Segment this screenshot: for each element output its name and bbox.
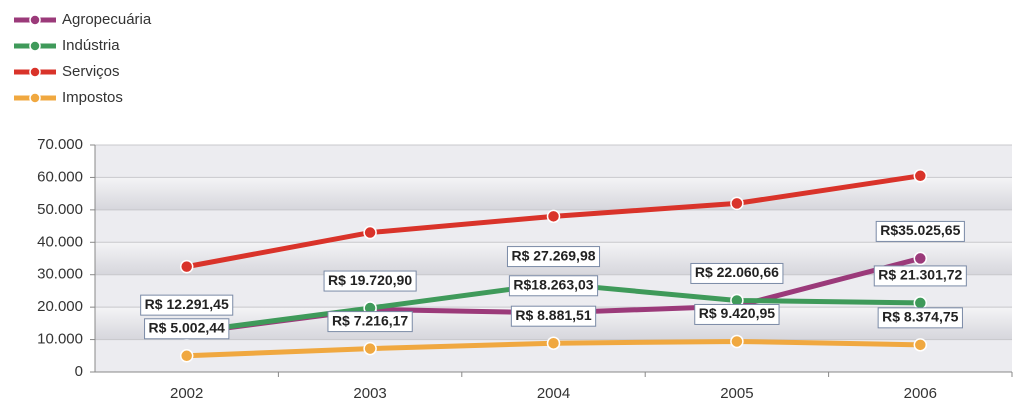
data-label-text: R$ 21.301,72 (878, 267, 962, 283)
legend-label: Impostos (62, 89, 123, 106)
series-point (730, 334, 744, 349)
series-point (363, 341, 377, 356)
data-label-box (323, 270, 417, 292)
data-label: R$ 12.291,45 (140, 294, 234, 316)
plot-band (95, 145, 1012, 178)
data-label-text: R$ 19.720,90 (328, 272, 412, 288)
legend-label: Serviços (62, 63, 120, 80)
data-label: R$ 9.420,95 (694, 303, 780, 325)
data-label: R$ 19.720,90 (323, 270, 417, 292)
y-tick-label: 10.000 (37, 331, 83, 348)
legend-label: Indústria (62, 37, 120, 54)
x-tick-label: 2006 (904, 385, 937, 402)
series-point (546, 336, 561, 350)
data-label-text: R$ 8.881,51 (515, 307, 591, 323)
series-point (179, 349, 194, 363)
data-label-text: R$ 22.060,66 (695, 264, 779, 280)
data-label-text: R$ 12.291,45 (145, 296, 229, 312)
x-tick-label: 2004 (537, 385, 570, 402)
series-point (546, 209, 561, 224)
y-tick-label: 70.000 (37, 136, 83, 153)
data-label-box (140, 294, 234, 316)
legend-marker (29, 40, 41, 52)
data-label-box (327, 311, 413, 333)
series-point (179, 259, 194, 274)
data-label-box (510, 305, 597, 327)
data-label: R$ 8.374,75 (877, 307, 963, 329)
data-label-box (694, 303, 780, 325)
y-tick-label: 50.000 (37, 201, 83, 218)
series-point (913, 338, 928, 352)
data-label: R$ 21.301,72 (873, 265, 967, 287)
data-label-text: R$ 27.269,98 (511, 247, 595, 263)
y-tick-label: 60.000 (37, 168, 83, 185)
series-point (913, 296, 928, 310)
data-label: R$35.025,65 (875, 220, 965, 242)
legend-label: Agropecuária (62, 11, 152, 28)
data-label: R$ 27.269,98 (506, 246, 601, 268)
x-tick-label: 2005 (720, 385, 753, 402)
data-label: R$ 22.060,66 (690, 262, 784, 284)
data-label-text: R$ 9.420,95 (699, 305, 775, 321)
data-label: R$ 5.002,44 (144, 318, 230, 340)
data-label-box (508, 275, 599, 297)
data-label-text: R$35.025,65 (880, 222, 960, 238)
data-label-box (690, 262, 784, 284)
data-label-text: R$18.263,03 (513, 276, 593, 292)
y-tick-label: 20.000 (37, 298, 83, 315)
x-tick-label: 2002 (170, 385, 203, 402)
data-label-box (506, 246, 601, 268)
series-point (363, 225, 377, 240)
y-tick-label: 0 (75, 363, 83, 380)
data-label-text: R$ 7.216,17 (332, 312, 408, 328)
data-label: R$ 7.216,17 (327, 311, 413, 333)
data-label-text: R$ 8.374,75 (882, 309, 958, 325)
legend-marker (29, 14, 41, 26)
series-point (913, 251, 928, 266)
series-point (730, 196, 744, 211)
data-label: R$ 8.881,51 (510, 305, 597, 327)
data-label-box (877, 307, 963, 329)
data-label-box (875, 220, 965, 242)
x-tick-label: 2003 (353, 385, 386, 402)
y-tick-label: 40.000 (37, 233, 83, 250)
series-point (913, 169, 928, 183)
data-label-text: R$ 5.002,44 (149, 319, 225, 335)
data-label-box (144, 318, 230, 340)
legend-marker (29, 92, 41, 104)
y-tick-label: 30.000 (37, 266, 83, 283)
legend-marker (29, 66, 41, 78)
data-label-box (873, 265, 967, 287)
data-label: R$18.263,03 (508, 275, 599, 297)
